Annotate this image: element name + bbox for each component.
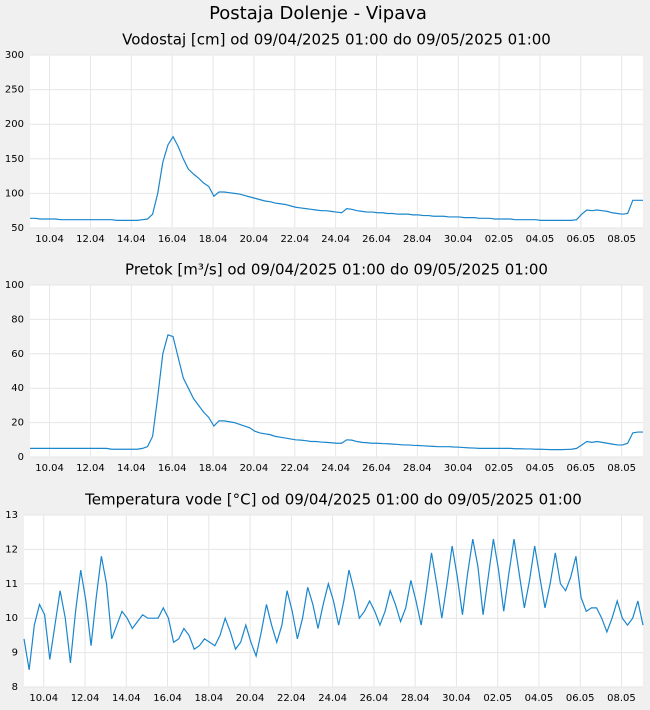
x-tick-label: 26.04 bbox=[362, 463, 391, 474]
y-tick-label: 10 bbox=[5, 613, 18, 624]
x-tick-label: 30.04 bbox=[444, 234, 473, 245]
y-tick-label: 12 bbox=[5, 544, 18, 555]
x-tick-label: 06.05 bbox=[567, 234, 596, 245]
x-tick-label: 22.04 bbox=[280, 463, 309, 474]
x-tick-label: 06.05 bbox=[566, 693, 595, 704]
y-tick-label: 0 bbox=[18, 452, 24, 463]
x-tick-label: 02.05 bbox=[485, 234, 514, 245]
x-tick-label: 28.04 bbox=[403, 463, 432, 474]
x-tick-label: 20.04 bbox=[240, 234, 269, 245]
x-tick-label: 02.05 bbox=[485, 463, 514, 474]
y-tick-label: 200 bbox=[5, 119, 24, 130]
y-tick-label: 60 bbox=[11, 349, 24, 360]
y-tick-label: 11 bbox=[5, 579, 18, 590]
x-tick-label: 24.04 bbox=[318, 693, 347, 704]
x-tick-label: 22.04 bbox=[277, 693, 306, 704]
x-tick-label: 14.04 bbox=[117, 463, 146, 474]
x-tick-label: 28.04 bbox=[403, 234, 432, 245]
y-tick-label: 9 bbox=[12, 648, 18, 659]
x-tick-label: 20.04 bbox=[236, 693, 265, 704]
x-tick-label: 08.05 bbox=[607, 463, 636, 474]
y-tick-label: 40 bbox=[11, 383, 24, 394]
x-tick-label: 16.04 bbox=[153, 693, 182, 704]
y-tick-label: 13 bbox=[5, 510, 18, 521]
x-tick-label: 26.04 bbox=[362, 234, 391, 245]
x-tick-label: 30.04 bbox=[442, 693, 471, 704]
x-tick-label: 10.04 bbox=[35, 234, 64, 245]
x-tick-label: 18.04 bbox=[199, 234, 228, 245]
x-tick-label: 08.05 bbox=[607, 234, 636, 245]
plot-area bbox=[30, 285, 643, 457]
x-tick-label: 22.04 bbox=[280, 234, 309, 245]
x-tick-label: 04.05 bbox=[526, 234, 555, 245]
x-tick-label: 16.04 bbox=[158, 463, 187, 474]
chart-title: Temperatura vode [°C] od 09/04/2025 01:0… bbox=[84, 491, 582, 509]
data-line bbox=[23, 538, 644, 670]
x-tick-label: 04.05 bbox=[525, 693, 554, 704]
y-tick-label: 80 bbox=[11, 314, 24, 325]
x-tick-label: 02.05 bbox=[483, 693, 512, 704]
x-tick-label: 16.04 bbox=[158, 234, 187, 245]
x-tick-label: 06.05 bbox=[567, 463, 596, 474]
page-title: Postaja Dolenje - Vipava bbox=[209, 3, 427, 24]
x-tick-label: 20.04 bbox=[240, 463, 269, 474]
x-tick-label: 04.05 bbox=[526, 463, 555, 474]
x-tick-label: 10.04 bbox=[35, 463, 64, 474]
x-tick-label: 10.04 bbox=[29, 693, 58, 704]
y-tick-label: 250 bbox=[5, 85, 24, 96]
x-tick-label: 28.04 bbox=[401, 693, 430, 704]
x-tick-label: 08.05 bbox=[607, 693, 636, 704]
x-tick-label: 26.04 bbox=[360, 693, 389, 704]
y-tick-label: 150 bbox=[5, 154, 24, 165]
x-tick-label: 24.04 bbox=[321, 234, 350, 245]
data-line bbox=[30, 334, 643, 451]
x-tick-label: 14.04 bbox=[112, 693, 141, 704]
y-tick-label: 20 bbox=[11, 418, 24, 429]
y-tick-label: 100 bbox=[5, 280, 24, 291]
x-tick-label: 14.04 bbox=[117, 234, 146, 245]
x-tick-label: 12.04 bbox=[76, 463, 105, 474]
x-tick-label: 18.04 bbox=[195, 693, 224, 704]
x-tick-label: 12.04 bbox=[71, 693, 100, 704]
x-tick-label: 18.04 bbox=[199, 463, 228, 474]
y-tick-label: 100 bbox=[5, 188, 24, 199]
chart-title: Pretok [m³/s] od 09/04/2025 01:00 do 09/… bbox=[125, 261, 548, 279]
x-tick-label: 12.04 bbox=[76, 234, 105, 245]
y-tick-label: 8 bbox=[12, 682, 18, 693]
chart-title: Vodostaj [cm] od 09/04/2025 01:00 do 09/… bbox=[122, 31, 551, 49]
plot-area bbox=[30, 55, 643, 228]
y-tick-label: 300 bbox=[5, 50, 24, 61]
data-line bbox=[30, 135, 643, 221]
x-tick-label: 30.04 bbox=[444, 463, 473, 474]
y-tick-label: 50 bbox=[11, 223, 24, 234]
x-tick-label: 24.04 bbox=[321, 463, 350, 474]
